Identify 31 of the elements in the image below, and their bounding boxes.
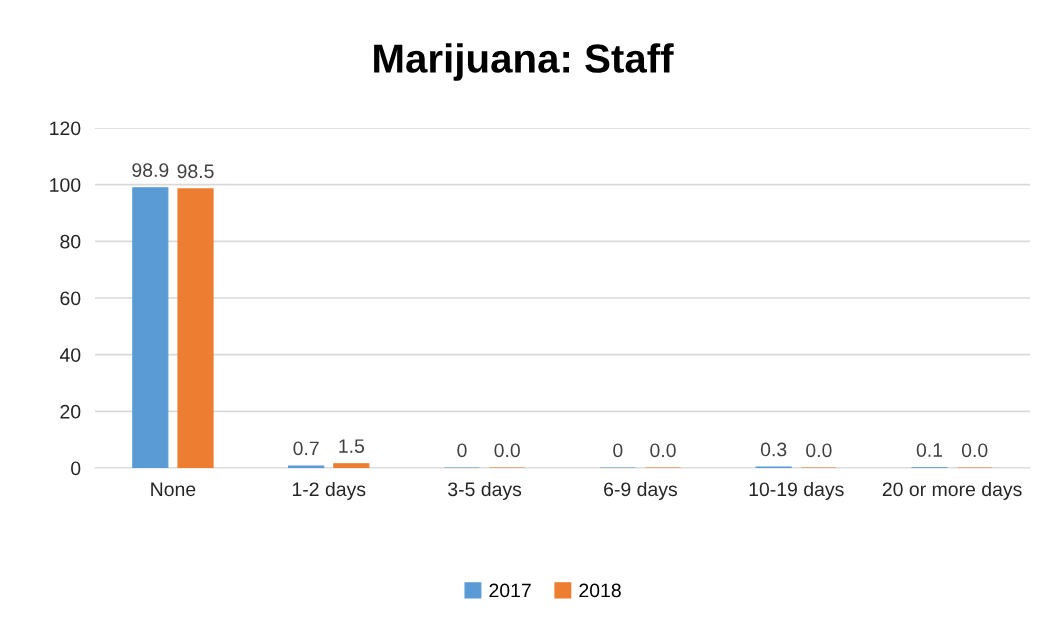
y-tick-label: 100 — [50, 178, 81, 192]
data-label: 0.0 — [650, 443, 676, 458]
chart-title: Marijuana: Staff — [374, 43, 674, 81]
bar — [132, 187, 169, 468]
x-tick-label: 3-5 days — [448, 481, 522, 501]
data-label: 0 — [457, 443, 467, 458]
data-label: 0.0 — [494, 443, 520, 458]
y-tick-label: 60 — [60, 291, 81, 306]
data-label: 0.0 — [961, 443, 988, 458]
y-tick-label: 0 — [71, 461, 81, 476]
x-tick-label: None — [151, 482, 196, 497]
bar — [333, 463, 370, 468]
y-tick-label: 120 — [50, 121, 81, 136]
x-tick-label: 1-2 days — [292, 481, 366, 501]
legend-label: 2018 — [579, 583, 621, 598]
data-label: 0.3 — [760, 442, 787, 457]
x-tick-label: 10-19 days — [749, 481, 844, 501]
data-label: 0.7 — [293, 441, 319, 456]
y-tick-label: 40 — [59, 348, 81, 362]
data-label: 98.9 — [132, 163, 169, 177]
y-tick-label: 80 — [60, 234, 81, 249]
x-tick-label: 6-9 days — [604, 481, 678, 501]
data-label: 98.5 — [177, 164, 214, 179]
data-label: 0.0 — [806, 443, 832, 458]
data-label: 1.5 — [339, 439, 365, 453]
y-tick-label: 20 — [60, 404, 81, 419]
bar — [177, 188, 214, 468]
data-label: 0.1 — [916, 443, 943, 457]
legend-label: 2017 — [489, 583, 531, 598]
data-label: 0 — [613, 443, 623, 458]
x-tick-label: 20 or more days — [882, 481, 1022, 501]
